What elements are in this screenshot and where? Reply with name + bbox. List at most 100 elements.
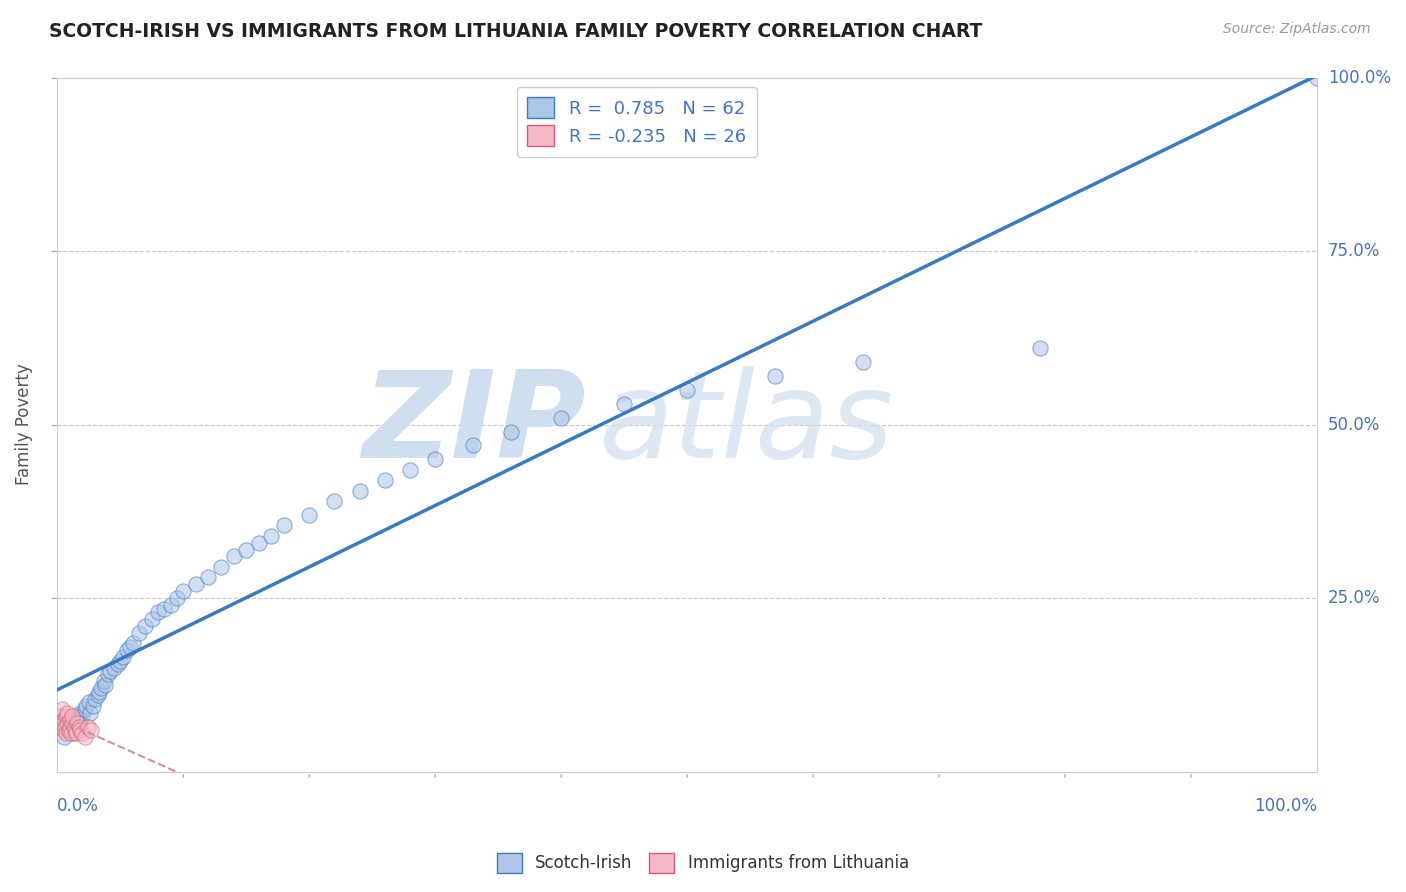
Point [69,723,91,737]
Point [56,706,79,720]
Point [82,698,104,713]
Point [53,720,76,734]
Point [73,730,96,744]
Point [72,709,94,723]
Point [122,636,145,650]
Point [110,654,132,668]
Text: 100.0%: 100.0% [1254,797,1317,814]
Point [55,726,77,740]
Point [72,726,94,740]
Point [56,716,79,731]
Point [51,702,73,716]
Point [159,598,181,612]
Point [107,657,129,671]
Text: 75.0%: 75.0% [1329,242,1381,260]
Point [209,560,232,574]
Point [115,643,138,657]
Point [499,425,522,439]
Point [111,650,134,665]
Point [87,685,110,699]
Text: 0.0%: 0.0% [58,797,100,814]
Point [1306,70,1329,85]
Point [84,691,107,706]
Point [146,605,169,619]
Point [55,709,77,723]
Point [93,674,115,689]
Point [58,723,80,737]
Point [65,726,87,740]
Point [66,716,89,731]
Point [120,640,142,654]
Point [141,612,163,626]
Point [52,723,75,737]
Point [763,369,786,384]
Point [60,726,83,740]
Point [153,601,176,615]
Point [1029,341,1052,355]
Point [63,723,86,737]
Point [134,619,156,633]
Text: ZIP: ZIP [363,366,586,483]
Text: atlas: atlas [599,366,894,483]
Point [79,706,101,720]
Y-axis label: Family Poverty: Family Poverty [15,364,32,485]
Point [97,667,120,681]
Point [49,716,72,731]
Point [62,720,84,734]
Point [62,709,84,723]
Point [349,483,371,498]
Text: 100.0%: 100.0% [1329,69,1391,87]
Point [77,695,100,709]
Point [86,689,108,703]
Point [172,584,194,599]
Point [62,716,84,731]
Point [197,570,219,584]
Point [98,664,121,678]
Point [852,355,875,369]
Point [69,713,91,727]
Point [80,723,103,737]
Point [90,681,112,696]
Point [52,730,75,744]
Text: SCOTCH-IRISH VS IMMIGRANTS FROM LITHUANIA FAMILY POVERTY CORRELATION CHART: SCOTCH-IRISH VS IMMIGRANTS FROM LITHUANI… [49,22,983,41]
Point [52,713,75,727]
Point [49,709,72,723]
Text: 50.0%: 50.0% [1329,416,1381,434]
Point [550,410,572,425]
Legend: Scotch-Irish, Immigrants from Lithuania: Scotch-Irish, Immigrants from Lithuania [491,847,915,880]
Point [75,698,97,713]
Point [62,726,84,740]
Point [298,508,321,522]
Point [461,438,484,452]
Point [613,397,636,411]
Point [399,463,422,477]
Point [128,625,150,640]
Point [425,452,447,467]
Point [235,542,257,557]
Point [374,473,396,487]
Point [222,549,245,564]
Point [247,535,270,549]
Point [59,720,82,734]
Point [184,577,207,591]
Point [103,660,125,674]
Point [260,529,283,543]
Point [67,716,90,731]
Point [59,713,82,727]
Point [166,591,188,606]
Point [62,716,84,731]
Legend: R =  0.785   N = 62, R = -0.235   N = 26: R = 0.785 N = 62, R = -0.235 N = 26 [516,87,756,157]
Point [56,723,79,737]
Point [76,720,98,734]
Point [323,494,346,508]
Point [65,713,87,727]
Point [67,720,90,734]
Text: Source: ZipAtlas.com: Source: ZipAtlas.com [1223,22,1371,37]
Point [273,518,295,533]
Point [65,709,87,723]
Point [676,383,699,397]
Point [94,678,117,692]
Point [73,702,96,716]
Point [59,720,82,734]
Text: 25.0%: 25.0% [1329,589,1381,607]
